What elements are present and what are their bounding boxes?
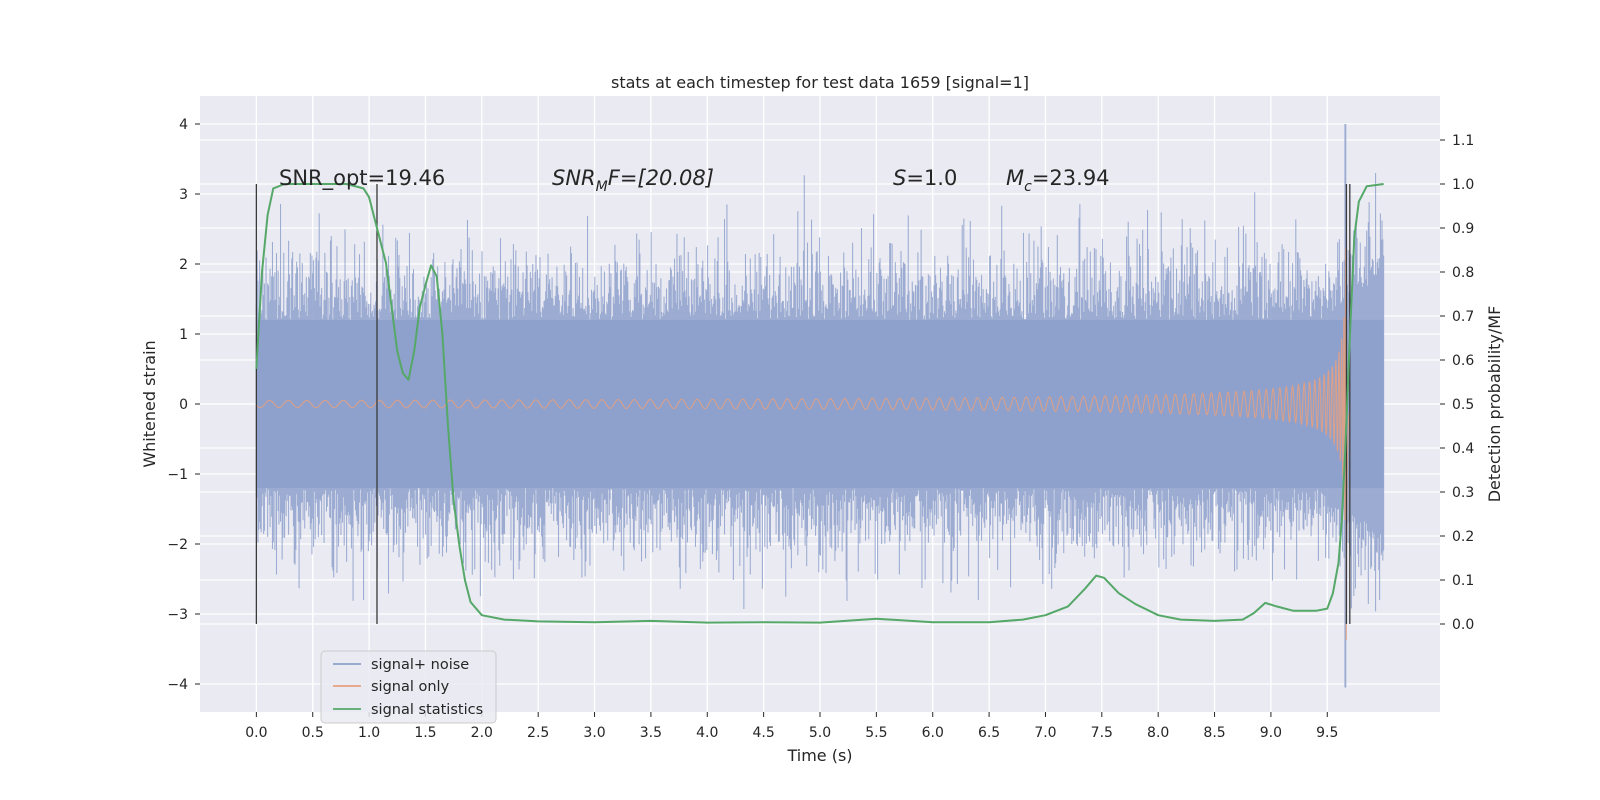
- y-tick-label: 0: [179, 397, 188, 413]
- y-axis-right-label: Detection probability/MF: [1485, 306, 1504, 503]
- annotation-s: S=1.0: [893, 166, 957, 190]
- annotation-mc-value: =23.94: [1032, 166, 1110, 190]
- y-right-tick-label: 0.6: [1452, 353, 1474, 369]
- y-tick-label: 2: [179, 257, 188, 273]
- y-tick-label: −2: [167, 537, 188, 553]
- x-axis-ticks: 0.0 0.5 1.0 1.5 2.0 2.5 3.0 3.5 4.0 4.5 5.0 5.5 6.0 6…: [245, 712, 1338, 741]
- annotation-mc-sub: c: [1024, 179, 1032, 195]
- x-tick-label: 7.0: [1034, 725, 1056, 741]
- x-tick-label: 5.0: [809, 725, 831, 741]
- x-tick-label: 9.0: [1260, 725, 1282, 741]
- legend: signal+ noise signal only signal statist…: [320, 650, 497, 724]
- y-right-tick-label: 0.0: [1452, 617, 1474, 633]
- legend-label-signal-only: signal only: [371, 679, 450, 695]
- x-tick-label: 0.0: [245, 725, 267, 741]
- annotation-snr-opt: SNR_opt=19.46: [279, 166, 445, 191]
- y-axis-ticks: −4 −3 −2 −1 0 1 2 3 4: [167, 117, 200, 693]
- x-tick-label: 2.0: [471, 725, 493, 741]
- y-right-tick-label: 0.7: [1452, 309, 1474, 325]
- y-right-tick-label: 0.3: [1452, 485, 1474, 501]
- x-tick-label: 7.5: [1091, 725, 1113, 741]
- annotation-s-symbol: S: [893, 166, 906, 190]
- y-right-tick-label: 1.1: [1452, 133, 1474, 149]
- annotation-snr-mf-sub: M: [596, 179, 608, 195]
- y-right-tick-label: 1.0: [1452, 177, 1474, 193]
- y-right-tick-label: 0.4: [1452, 441, 1474, 457]
- x-tick-label: 4.5: [753, 725, 775, 741]
- x-tick-label: 0.5: [302, 725, 324, 741]
- y-right-tick-label: 0.1: [1452, 573, 1474, 589]
- x-tick-label: 3.5: [640, 725, 662, 741]
- annotation-snr-mf-suffix: F=[20.08]: [608, 166, 714, 190]
- signal-only-trace: [255, 248, 1351, 640]
- x-tick-label: 8.5: [1203, 725, 1225, 741]
- annotation-snr-mf-prefix: SNR: [552, 166, 596, 190]
- x-tick-label: 3.0: [583, 725, 605, 741]
- x-tick-label: 2.5: [527, 725, 549, 741]
- x-tick-label: 8.0: [1147, 725, 1169, 741]
- chart-title: stats at each timestep for test data 165…: [611, 73, 1029, 92]
- y-right-tick-label: 0.2: [1452, 529, 1474, 545]
- x-tick-label: 6.0: [922, 725, 944, 741]
- y-right-tick-label: 0.8: [1452, 265, 1474, 281]
- x-tick-label: 1.0: [358, 725, 380, 741]
- series-signal-statistics: [255, 183, 1384, 624]
- x-tick-label: 6.5: [978, 725, 1000, 741]
- y-tick-label: −1: [167, 467, 188, 483]
- y-right-tick-label: 0.9: [1452, 221, 1474, 237]
- x-tick-label: 5.5: [865, 725, 887, 741]
- x-tick-label: 1.5: [414, 725, 436, 741]
- y-axis-right-ticks: 0.0 0.1 0.2 0.3 0.4 0.5 0.6 0.7 0.8 0.9 1.0 1.1: [1440, 133, 1474, 633]
- legend-box: [320, 650, 497, 724]
- legend-label-signal-statistics: signal statistics: [371, 702, 483, 718]
- annotation-snr-mf: SNRMF=[20.08]: [552, 166, 714, 195]
- x-tick-label: 4.0: [696, 725, 718, 741]
- y-tick-label: 1: [179, 327, 188, 343]
- legend-label-signal-plus-noise: signal+ noise: [371, 657, 469, 673]
- series-signal-only: [255, 248, 1351, 640]
- y-tick-label: −3: [167, 607, 188, 623]
- annotation-s-value: =1.0: [906, 166, 957, 190]
- signal-statistics-line: [255, 183, 1384, 624]
- y-axis-label: Whitened strain: [140, 340, 159, 467]
- x-axis-label: Time (s): [786, 746, 852, 765]
- y-tick-label: −4: [167, 677, 188, 693]
- y-tick-label: 4: [179, 117, 188, 133]
- annotation-mc: Mc=23.94: [1006, 166, 1110, 195]
- x-tick-label: 9.5: [1316, 725, 1338, 741]
- y-right-tick-label: 0.5: [1452, 397, 1474, 413]
- annotation-mc-symbol: M: [1006, 166, 1024, 190]
- y-tick-label: 3: [179, 187, 188, 203]
